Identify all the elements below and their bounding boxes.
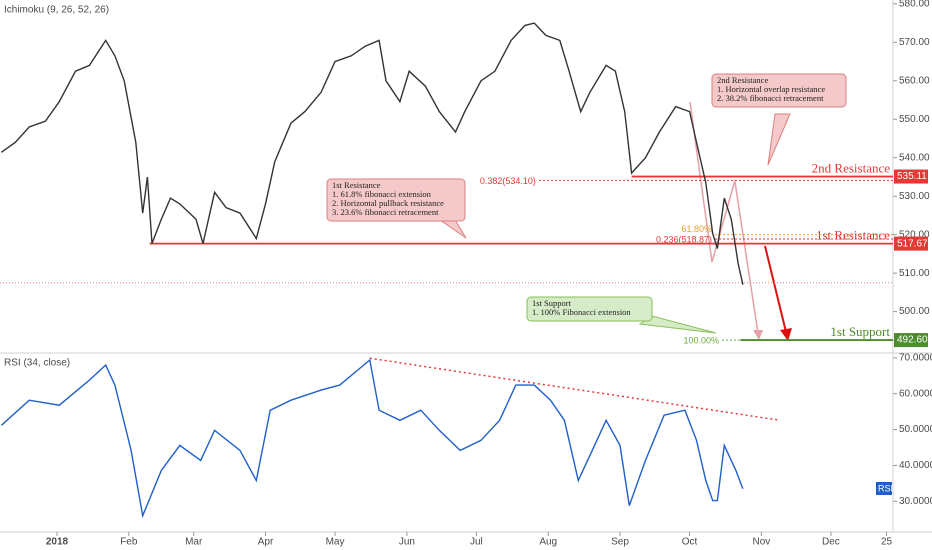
x-tick-label: Jun <box>399 537 415 548</box>
price-tag <box>894 169 928 184</box>
y-tick-label: 50.0000 <box>899 424 932 435</box>
fib-label: 0.382(534.10) <box>480 176 536 186</box>
y-tick-label: 30.0000 <box>899 496 932 507</box>
callout-text: 1. 61.8% fibonacci extension <box>332 189 432 199</box>
x-tick-label: Sep <box>611 537 629 548</box>
x-tick-label: Jul <box>470 537 483 548</box>
x-tick-label: Oct <box>682 537 698 548</box>
callout-text: 2. 38.2% fibonacci retracement <box>717 93 824 103</box>
y-tick-label: 510.00 <box>899 268 930 279</box>
x-tick-label: Feb <box>120 537 138 548</box>
indicator-badge-label: RSI <box>878 483 893 493</box>
callout-text: 1. 100% Fibonacci extension <box>532 307 631 317</box>
callout-text: 2nd Resistance <box>717 75 768 85</box>
x-tick-label: Nov <box>752 537 770 548</box>
price-tag-label: 492.60 <box>897 335 928 346</box>
y-tick-label: 520.00 <box>899 229 930 240</box>
y-tick-label: 560.00 <box>899 75 930 86</box>
y-tick-label: 550.00 <box>899 114 930 125</box>
y-tick-label: 70.0000 <box>899 353 932 364</box>
callout-box <box>711 73 847 108</box>
x-tick-label: Apr <box>258 537 274 548</box>
price-tag <box>894 236 928 251</box>
price-tag-label: 517.67 <box>897 238 928 249</box>
price-tag <box>894 333 928 348</box>
level-name: 2nd Resistance <box>812 161 891 176</box>
indicator-label: Ichimoku (9, 26, 52, 26) <box>4 5 109 16</box>
arrows <box>689 101 792 341</box>
x-tick-label: Mar <box>185 537 203 548</box>
indicator-badge <box>876 482 892 495</box>
fib-label: 100.00% <box>683 335 719 345</box>
x-tick-label: 25 <box>881 537 893 548</box>
y-tick-label: 530.00 <box>899 191 930 202</box>
x-tick-label: 2018 <box>46 537 69 548</box>
level-name: 1st Resistance <box>816 228 890 243</box>
y-tick-label: 580.00 <box>899 0 930 9</box>
fib-label: 0.236(518.87) <box>656 234 712 244</box>
callout-text: 3. 23.6% fibonacci retracement <box>332 207 439 217</box>
y-tick-label: 540.00 <box>899 152 930 163</box>
x-tick-label: Dec <box>822 537 840 548</box>
callout-text: 1. Horizontal overlap resistance <box>717 84 825 94</box>
y-tick-label: 40.0000 <box>899 460 932 471</box>
series-line <box>0 22 744 285</box>
level-name: 1st Support <box>830 324 890 339</box>
y-tick-label: 500.00 <box>899 306 930 317</box>
fib-label: 61.80% <box>682 224 713 234</box>
callout-box <box>526 296 653 322</box>
callout-text: 2. Horizontal pullback resistance <box>332 198 444 208</box>
callout-box <box>326 178 466 222</box>
price-tag-label: 535.11 <box>897 171 927 182</box>
callout-text: 1st Support <box>532 298 572 308</box>
indicator-label: RSI (34, close) <box>4 358 70 369</box>
x-tick-label: Aug <box>539 537 557 548</box>
callout-text: 1st Resistance <box>332 180 381 190</box>
trendline <box>369 357 781 422</box>
series-line <box>0 358 744 519</box>
x-tick-label: May <box>326 537 345 548</box>
y-tick-label: 570.00 <box>899 37 930 48</box>
y-tick-label: 60.0000 <box>899 388 932 399</box>
